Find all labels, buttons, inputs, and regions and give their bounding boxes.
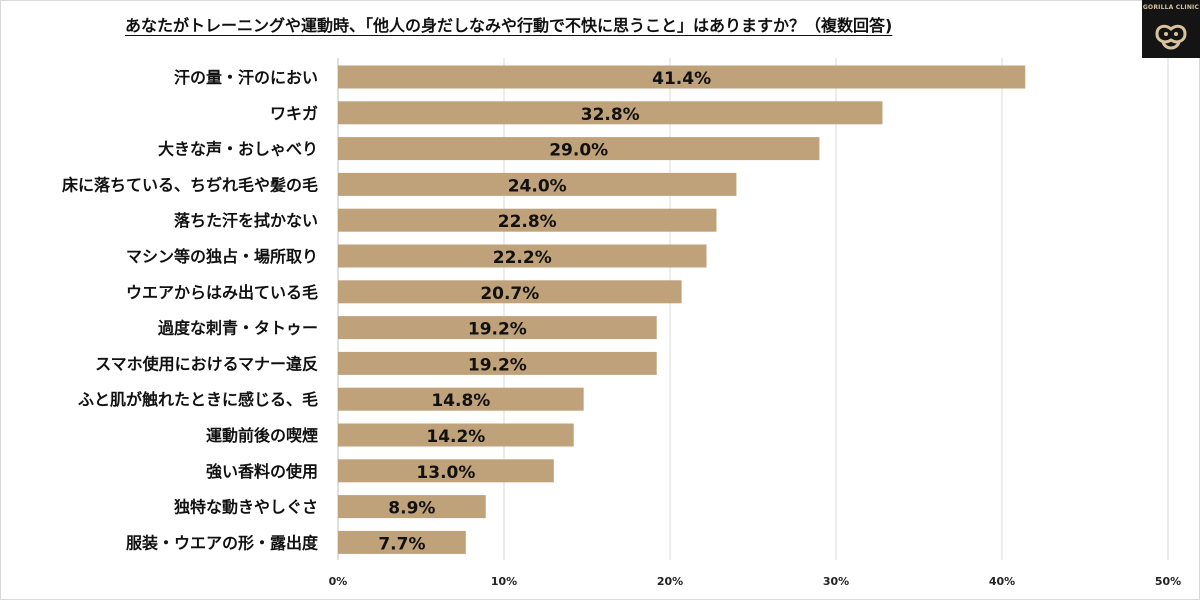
logo-text: GORILLA CLINIC: [1142, 4, 1200, 11]
category-label: 落ちた汗を拭かない: [174, 211, 318, 230]
bar: [338, 351, 657, 375]
category-label: 独特な動きやしぐさ: [174, 498, 318, 517]
category-label: マシン等の独占・場所取り: [126, 247, 318, 266]
category-label: 大きな声・おしゃべり: [158, 140, 318, 159]
value-label: 7.7%: [378, 534, 425, 554]
x-tick-label: 0%: [329, 575, 348, 588]
bar: [338, 423, 574, 447]
category-label: 服装・ウエアの形・露出度: [126, 533, 319, 552]
category-label: 床に落ちている、ちぢれ毛や髪の毛: [62, 175, 318, 194]
category-label: ふと肌が触れたときに感じる、毛: [78, 390, 318, 409]
chart-title: あなたがトレーニングや運動時、「他人の身だしなみや行動で不快に思うこと」はありま…: [125, 16, 893, 35]
category-label: 強い香料の使用: [206, 462, 318, 481]
bar: [338, 65, 1026, 89]
grid-lines: [337, 58, 1169, 560]
bar: [338, 530, 466, 554]
bar: [338, 280, 682, 304]
value-labels: 41.4% 32.8% 29.0% 24.0% 22.8% 22.2% 20.7% 19.2%…: [378, 69, 711, 554]
category-label: ウエアからはみ出ている毛: [126, 283, 318, 302]
x-tick-label: 10%: [491, 575, 517, 588]
x-tick-label: 40%: [989, 575, 1015, 588]
value-label: 19.2%: [468, 355, 527, 375]
bar: [338, 101, 883, 125]
value-label: 14.2%: [426, 427, 485, 447]
value-label: 32.8%: [581, 105, 640, 125]
bar: [338, 387, 584, 411]
value-label: 14.8%: [431, 391, 490, 411]
category-labels: 汗の量・汗のにおいワキガ大きな声・おしゃべり床に落ちている、ちぢれ毛や髪の毛落ち…: [62, 68, 319, 552]
bars: [338, 65, 1026, 554]
gorilla-logo-icon: [1155, 24, 1187, 50]
x-tick-label: 20%: [657, 575, 683, 588]
category-label: 運動前後の喫煙: [206, 426, 318, 445]
category-label: 汗の量・汗のにおい: [174, 68, 318, 87]
category-label: スマホ使用におけるマナー違反: [95, 354, 318, 373]
value-label: 20.7%: [480, 284, 539, 304]
x-axis-ticks: 0% 10% 20% 30% 40% 50%: [329, 575, 1182, 588]
x-tick-label: 50%: [1155, 575, 1181, 588]
category-label: ワキガ: [270, 104, 318, 123]
value-label: 13.0%: [416, 463, 475, 483]
bar: [338, 172, 737, 196]
value-label: 22.8%: [498, 212, 557, 232]
value-label: 24.0%: [508, 176, 567, 196]
bar: [338, 459, 554, 483]
value-label: 8.9%: [388, 499, 435, 519]
bar: [338, 495, 486, 519]
bar: [338, 316, 657, 340]
brand-logo: GORILLA CLINIC: [1142, 0, 1200, 58]
x-tick-label: 30%: [823, 575, 849, 588]
category-label: 過度な刺青・タトゥー: [157, 319, 318, 338]
value-label: 22.2%: [493, 248, 552, 268]
bar: [338, 208, 717, 232]
bar: [338, 137, 820, 161]
value-label: 29.0%: [549, 141, 608, 161]
value-label: 19.2%: [468, 320, 527, 340]
value-label: 41.4%: [652, 69, 711, 89]
bar: [338, 244, 707, 268]
